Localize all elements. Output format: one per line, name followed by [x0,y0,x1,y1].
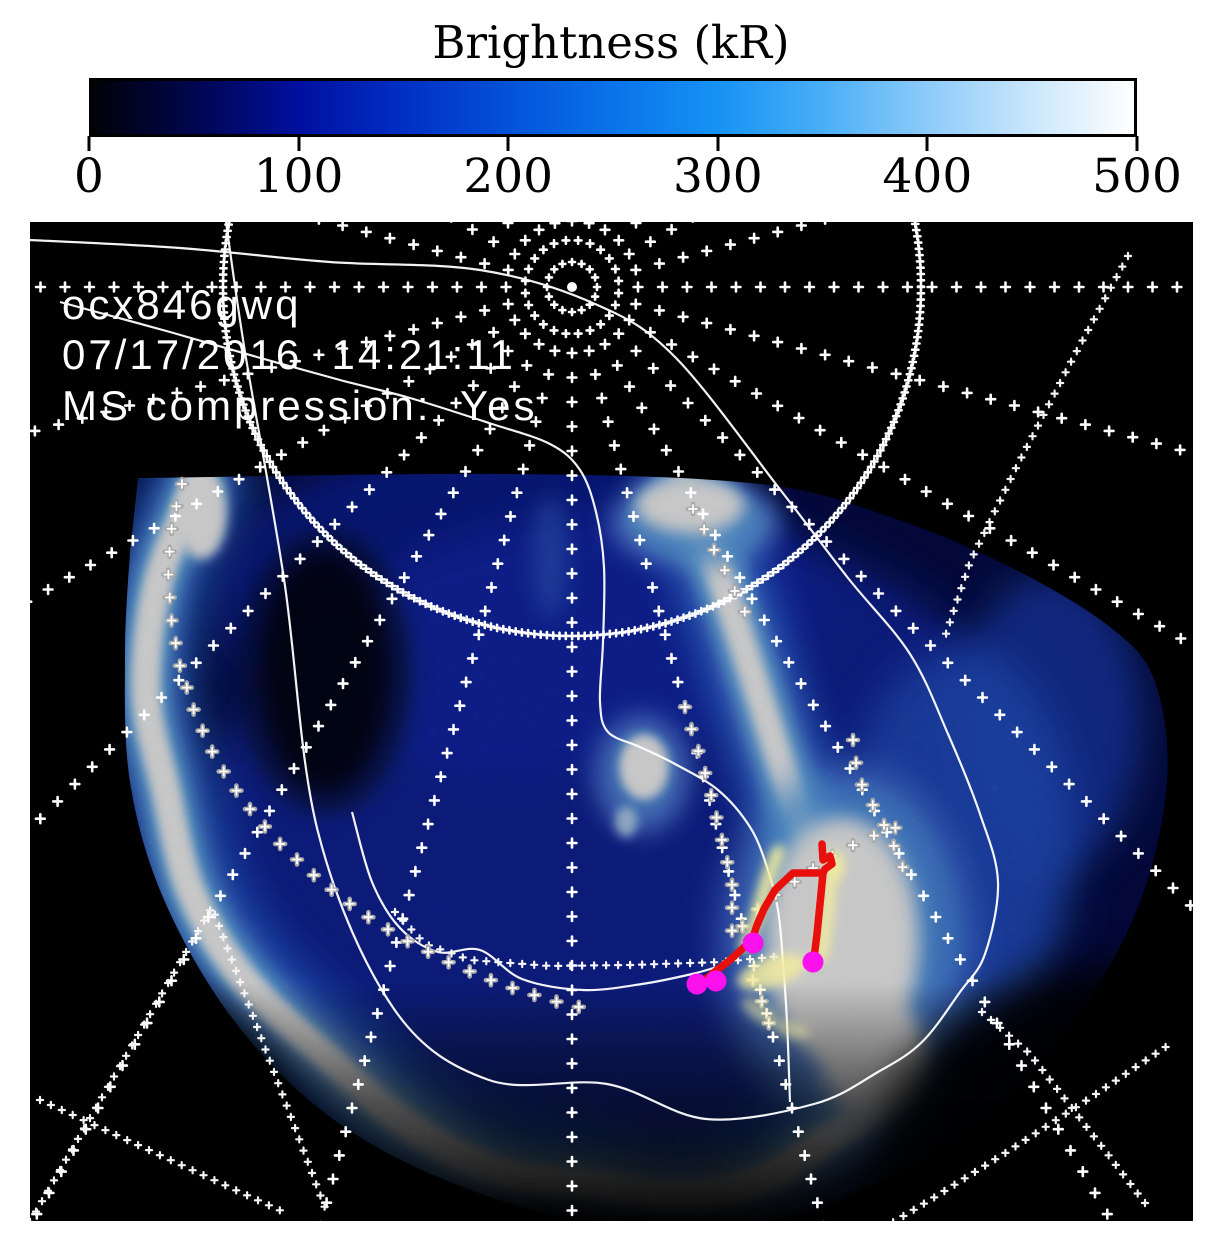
colorbar-tick-label: 200 [463,149,554,204]
colorbar-tick-mark [87,136,91,151]
satellite-footprint-markers [161,476,910,1031]
colorbar-tick-mark [297,136,301,151]
colorbar-tick-label: 0 [74,149,104,204]
colorbar-tick-mark [506,136,510,151]
aurora-scene [30,222,1193,1221]
aurora-image: ocx846gwq 07/17/2016 14:21:11 MS compres… [30,222,1193,1221]
track-endpoints [686,932,824,995]
geo-dotted-lines [30,251,1170,1221]
annotation-datetime: 07/17/2016 14:21:11 [62,331,516,378]
colorbar-tick-label: 400 [882,149,973,204]
annotation-ms-compression: MS compression: Yes [62,382,538,429]
colorbar-tick-label: 100 [253,149,344,204]
colorbar-tick-label: 500 [1092,149,1182,204]
annotation-image-id: ocx846gwq [62,281,302,328]
colorbar-tick-mark [1135,136,1139,151]
colorbar-tick-mark [925,136,929,151]
colorbar-gradient [89,78,1137,137]
colorbar-tick-label: 300 [672,149,763,204]
grid-markers [30,222,1193,1221]
terminator-circle [218,222,926,641]
colorbar-axis: 0 100 200 300 400 500 [74,136,1182,206]
colorbar-title: Brightness (kR) [432,16,790,69]
colorbar-tick-mark [716,136,720,151]
pole-dot [567,282,577,292]
